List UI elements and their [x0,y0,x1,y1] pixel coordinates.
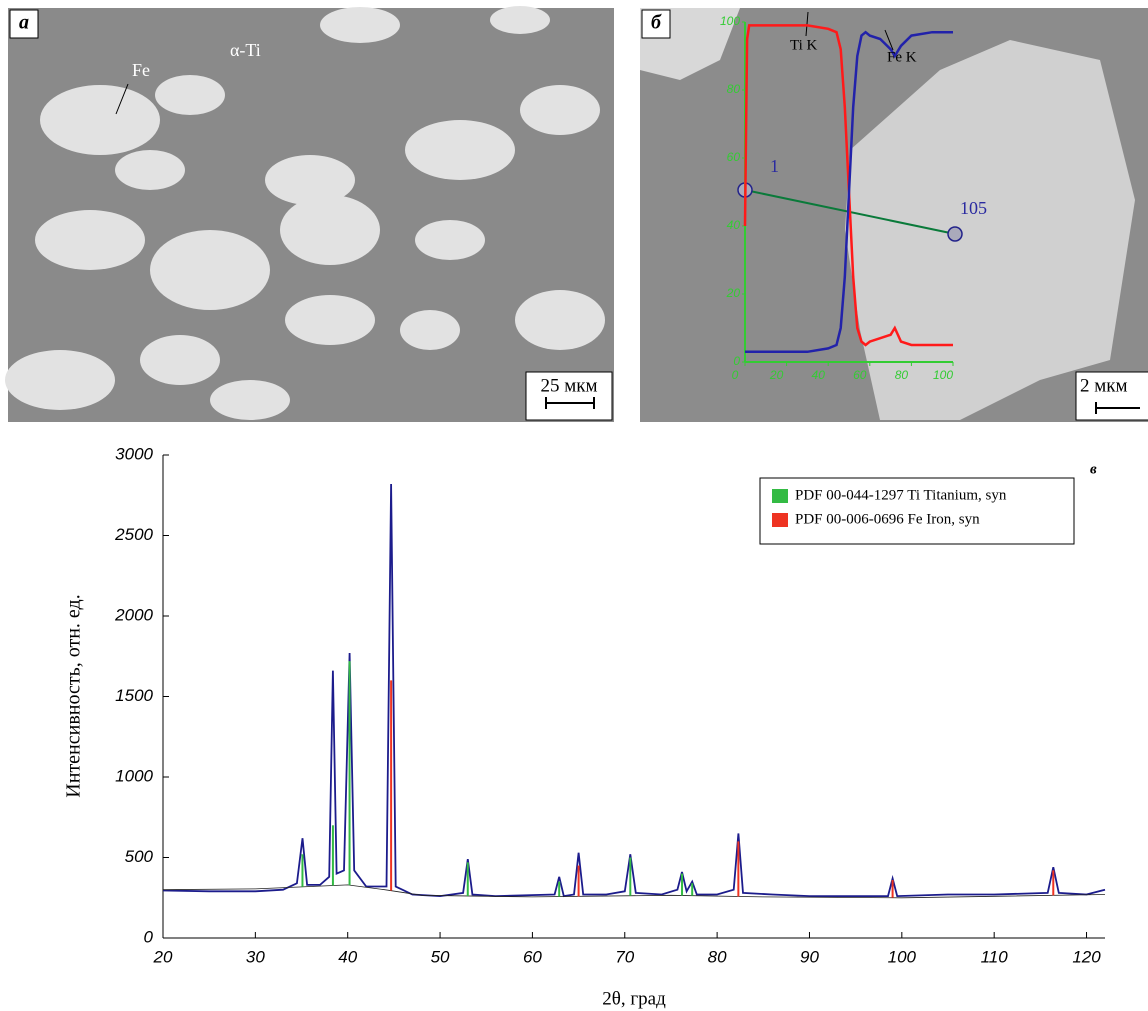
scale-bar-label: 2 мкм [1080,375,1128,396]
x-tick-label: 0 [732,368,739,382]
legend-label: PDF 00-044-1297 Ti Titanium, syn [795,487,1007,503]
y-axis-title: Интенсивность, отн. ед. [63,594,85,797]
x-tick-label: 60 [523,947,542,966]
y-tick-label: 0 [144,927,154,946]
annotation: Fe [132,60,150,80]
background-line [163,885,1105,898]
x-tick-label: 120 [1072,947,1101,966]
y-tick-label: 1500 [115,686,153,705]
figure: а Fe α-Ti 25 мкм б 1 105 2 мкм 020406080… [0,0,1148,1011]
y-tick-label: 3000 [115,444,153,463]
legend-label: PDF 00-006-0696 Fe Iron, syn [795,511,980,527]
panel-label: б [651,12,662,34]
y-tick-label: 80 [727,82,741,96]
panel-label: в [1090,461,1097,477]
y-tick-label: 40 [727,218,741,232]
y-tick-label: 100 [720,14,740,28]
legend-swatch [772,489,788,503]
series-label: Fe K [887,49,917,65]
x-tick-label: 80 [708,947,727,966]
x-tick-label: 90 [800,947,819,966]
x-tick-label: 30 [246,947,265,966]
xrd-chart: в 2θ, град Интенсивность, отн. ед. 20 30 4… [63,444,1105,1009]
x-tick-label: 50 [431,947,450,966]
micrograph-a: а Fe α-Ti 25 мкм [5,6,614,422]
x-tick-label: 80 [895,368,909,382]
micrograph-b: б 1 105 2 мкм [640,8,1148,422]
panel-label: а [19,12,29,34]
y-tick-label: 0 [733,354,740,368]
series-label: Ti K [790,37,818,53]
x-tick-label: 20 [153,947,173,966]
y-tick-label: 1000 [115,766,153,785]
x-tick-label: 40 [338,947,357,966]
x-tick-label: 20 [769,368,784,382]
x-tick-label: 100 [933,368,953,382]
annotation: α-Ti [230,40,261,60]
pattern-line [163,484,1105,896]
y-tick-label: 60 [727,150,741,164]
scan-point-label: 105 [960,198,987,218]
x-tick-label: 40 [812,368,826,382]
x-axis-title: 2θ, град [602,988,666,1009]
x-tick-label: 110 [981,947,1009,966]
y-tick-label: 20 [726,286,741,300]
y-tick-label: 500 [125,847,154,866]
x-tick-label: 100 [888,947,917,966]
scale-bar-label: 25 мкм [540,375,597,396]
legend-swatch [772,513,788,527]
x-tick-label: 60 [853,368,867,382]
scan-point-label: 1 [770,156,779,176]
x-tick-label: 70 [615,947,634,966]
y-tick-label: 2000 [114,605,153,624]
y-tick-label: 2500 [114,525,153,544]
